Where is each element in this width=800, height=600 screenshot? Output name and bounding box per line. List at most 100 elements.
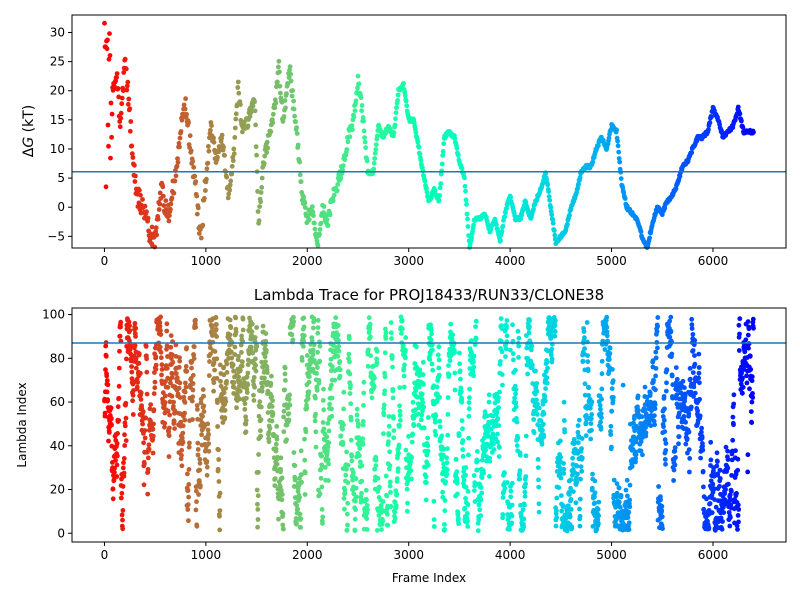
lambda-point (396, 442, 402, 448)
lambda-point (343, 472, 349, 478)
delta-g-point (372, 150, 378, 156)
delta-g-point (550, 220, 556, 226)
lambda-point (521, 516, 527, 522)
lambda-point (150, 426, 156, 432)
lambda-trace-plot-frame (71, 307, 787, 543)
lambda-point (207, 359, 212, 364)
lambda-point (304, 353, 310, 358)
lambda-point (244, 386, 250, 392)
lambda-point (315, 325, 321, 330)
lambda-point (273, 446, 279, 452)
lambda-point (165, 408, 171, 414)
lambda-point (180, 423, 186, 429)
lambda-point (687, 376, 693, 382)
lambda-point (251, 398, 257, 403)
lambda-point (315, 349, 320, 355)
lambda-point (294, 502, 300, 508)
delta-g-point (312, 226, 318, 232)
lambda-point (727, 492, 733, 498)
lambda-point (689, 326, 695, 331)
lambda-point (696, 375, 701, 381)
lambda-point (366, 347, 371, 353)
lambda-point (584, 320, 590, 325)
lambda-point (652, 413, 657, 418)
lambda-point (449, 336, 455, 342)
lambda-point (698, 455, 703, 461)
lambda-point (457, 361, 462, 367)
lambda-point (611, 395, 616, 400)
delta-g-point (193, 179, 199, 185)
delta-g-point (438, 181, 444, 187)
lambda-point (653, 349, 659, 355)
lambda-point (629, 464, 635, 469)
delta-g-point (317, 227, 323, 232)
lambda-point (562, 429, 568, 435)
lambda-point (177, 395, 183, 400)
lambda-point (106, 430, 112, 435)
delta-g-point (119, 101, 125, 107)
delta-g-point (551, 228, 557, 234)
lambda-point (341, 406, 346, 412)
lambda-point (466, 435, 471, 441)
lambda-point (208, 351, 213, 357)
lambda-point (743, 337, 749, 343)
lambda-point (183, 380, 188, 386)
lambda-point (558, 493, 564, 498)
lambda-point (320, 420, 326, 425)
lambda-point (346, 336, 352, 342)
lambda-point (337, 367, 343, 373)
lambda-point (616, 485, 622, 491)
lambda-point (216, 447, 221, 453)
lambda-point (431, 517, 437, 522)
delta-g-point (751, 129, 756, 135)
lambda-point (348, 382, 353, 388)
delta-g-point (238, 102, 243, 107)
delta-g-point (739, 118, 744, 124)
lambda-point (518, 502, 523, 508)
lambda-point (254, 487, 260, 493)
lambda-point (366, 315, 372, 321)
delta-g-point (297, 172, 303, 178)
lambda-point (607, 345, 613, 351)
lambda-point (328, 368, 334, 374)
lambda-point (690, 348, 696, 353)
lambda-point (151, 407, 157, 413)
lambda-point (150, 433, 156, 439)
lambda-point (130, 412, 136, 417)
lambda-point (744, 380, 750, 386)
lambda-point (749, 378, 755, 384)
lambda-point (110, 496, 116, 502)
lambda-point (608, 432, 614, 437)
lambda-point (653, 366, 659, 371)
lambda-point (283, 378, 288, 383)
lambda-point (662, 437, 668, 443)
delta-g-point (662, 205, 668, 211)
delta-g-point (519, 212, 525, 218)
lambda-point (471, 473, 477, 478)
lambda-point (689, 316, 695, 322)
delta-g-point (120, 88, 126, 93)
lambda-point (170, 359, 176, 365)
lambda-point (424, 480, 429, 485)
delta-g-point (345, 139, 351, 145)
lambda-point (388, 330, 394, 336)
lambda-point (436, 357, 442, 363)
delta-g-point (119, 95, 125, 101)
lambda-point (490, 431, 496, 437)
lambda-point (398, 418, 403, 423)
delta-g-point (415, 139, 421, 145)
delta-g-point (395, 98, 400, 103)
lambda-point (298, 525, 303, 530)
lambda-point (325, 421, 331, 426)
lambda-point (717, 476, 723, 481)
lambda-point (428, 337, 434, 343)
lambda-point (618, 493, 624, 498)
delta-g-point (228, 178, 234, 184)
lambda-point (674, 392, 680, 398)
lambda-point (383, 336, 389, 341)
lambda-point (347, 391, 353, 396)
lambda-point (429, 361, 435, 367)
lambda-point (523, 474, 529, 479)
lambda-point (337, 373, 343, 379)
delta-g-point (439, 161, 445, 167)
